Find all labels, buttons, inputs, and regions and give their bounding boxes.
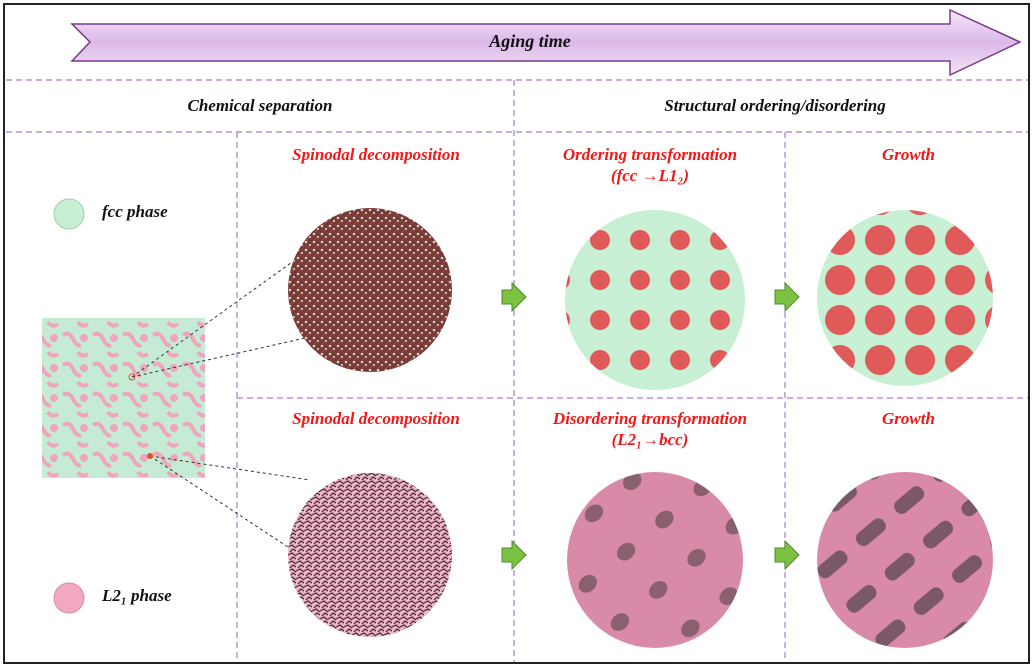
step-arrow-icon: [774, 281, 800, 313]
spinodal-fcc-circle: [288, 208, 452, 372]
top-growth-title: Growth: [882, 145, 935, 164]
step-arrow-icon: [501, 281, 527, 313]
l21-legend-label: L2₁ phase: [102, 586, 172, 605]
frame: [3, 3, 1030, 664]
aging-time-label: Aging time: [489, 31, 571, 51]
ordering-title-line2: (fcc →L1₂): [610, 166, 690, 185]
fcc-legend-swatch: [53, 198, 85, 230]
ordering-title-line1: Ordering transformation: [562, 145, 738, 164]
section-chemical-separation: Chemical separation: [187, 96, 333, 115]
top-spinodal-title: Spinodal decomposition: [292, 145, 460, 164]
bottom-growth-title: Growth: [882, 409, 935, 428]
step-arrow-icon: [774, 539, 800, 571]
section-structural-ordering: Structural ordering/disordering: [664, 96, 886, 115]
growth-fcc-circle: [817, 210, 993, 386]
ordering-circle: [565, 210, 745, 390]
ordering-title: Ordering transformation (fcc →L1₂): [516, 144, 784, 186]
disordering-title-line2: (L2₁→bcc): [611, 430, 689, 449]
disordering-circle: [567, 472, 743, 648]
aging-time-arrow: [70, 8, 1022, 77]
step-arrows: [501, 281, 800, 571]
l21-legend-swatch: [53, 582, 85, 614]
zoom-lines: [131, 259, 311, 556]
microstructure-square: [42, 318, 205, 478]
fcc-legend-label: fcc phase: [102, 202, 168, 221]
bottom-spinodal-title: Spinodal decomposition: [292, 409, 460, 428]
disordering-title-line1: Disordering transformation: [552, 409, 748, 428]
step-arrow-icon: [501, 539, 527, 571]
disordering-title: Disordering transformation (L2₁→bcc): [516, 408, 784, 450]
growth-bcc-circle: [817, 472, 993, 648]
spinodal-l21-circle: [288, 473, 452, 637]
